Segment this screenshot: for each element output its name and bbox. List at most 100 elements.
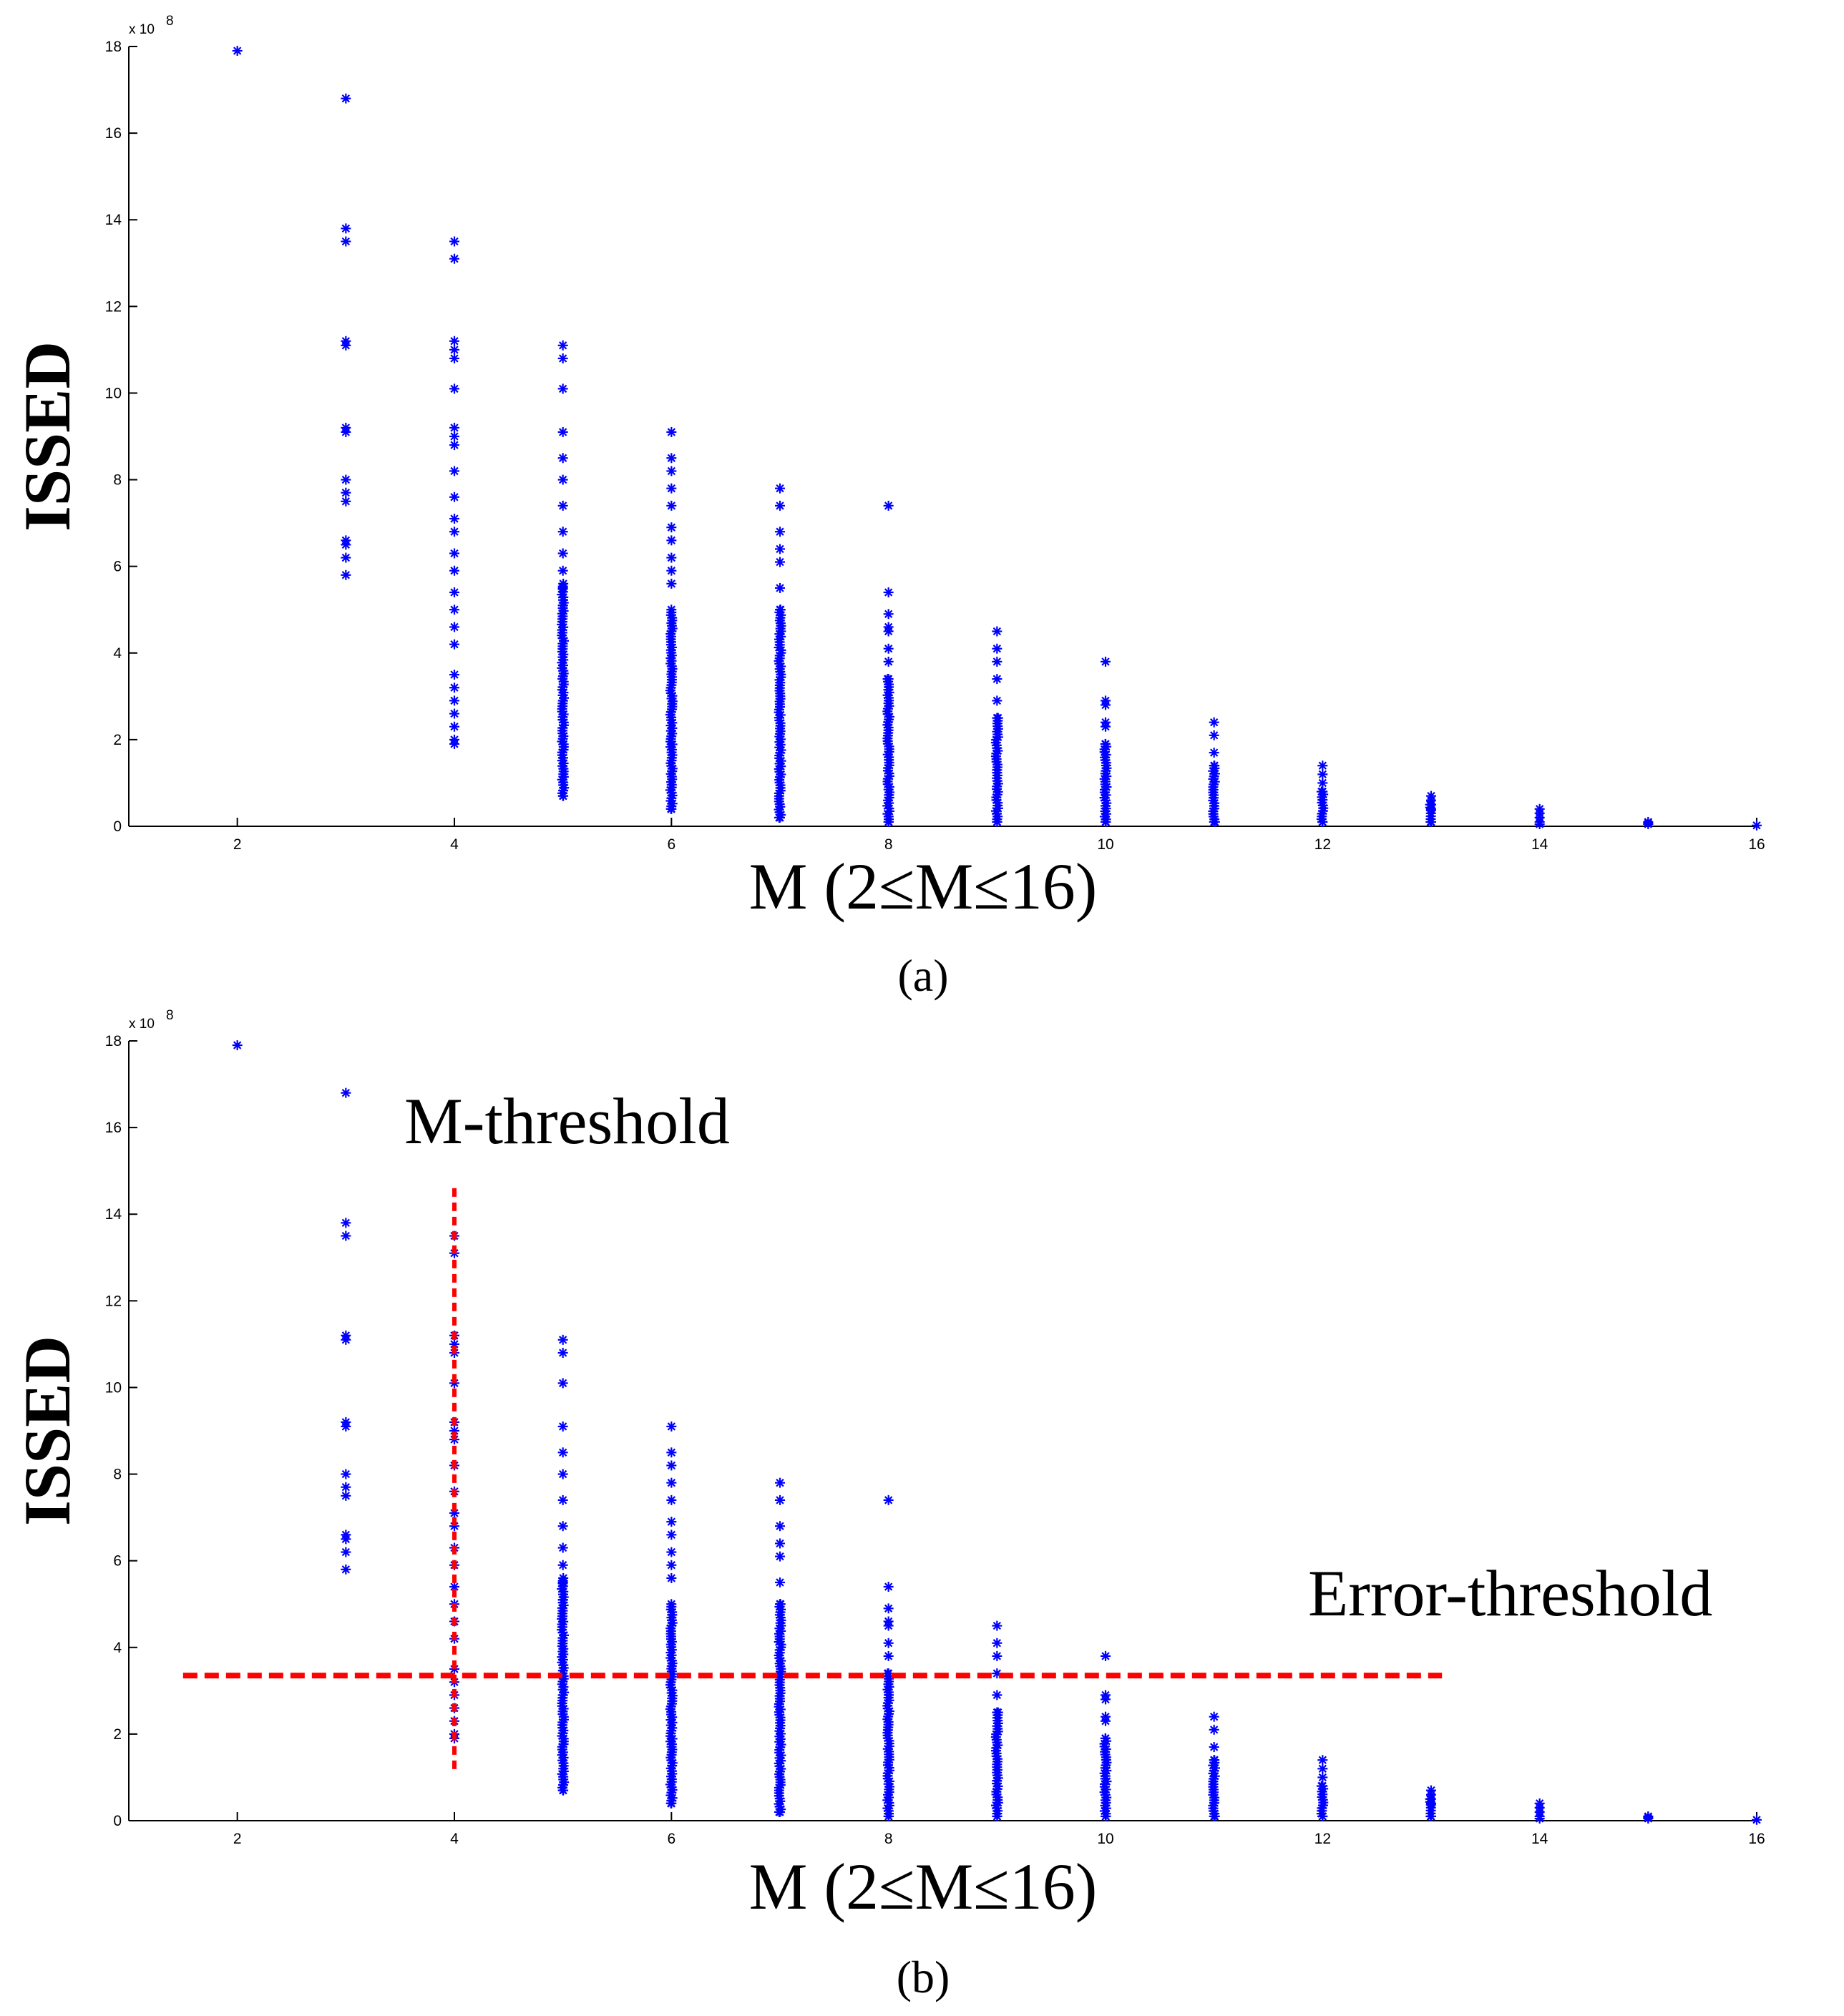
- data-point: [1209, 760, 1220, 771]
- data-point: [449, 738, 459, 749]
- marker-stroke: [667, 1448, 676, 1457]
- data-point: [1101, 721, 1111, 732]
- marker-stroke: [450, 1522, 459, 1530]
- data-point: [449, 1378, 459, 1389]
- marker-stroke: [883, 1669, 892, 1678]
- marker-stroke: [450, 337, 459, 346]
- marker-stroke: [341, 1565, 351, 1574]
- data-point: [883, 643, 894, 654]
- marker-stroke: [1318, 761, 1327, 770]
- marker-stroke: [558, 1448, 567, 1457]
- marker-stroke: [341, 94, 351, 103]
- marker-stroke: [884, 1496, 893, 1504]
- data-point: [882, 1668, 893, 1679]
- marker-stroke: [667, 428, 676, 436]
- marker-stroke: [1318, 778, 1327, 788]
- marker-stroke: [558, 1496, 567, 1504]
- marker-stroke: [1101, 740, 1110, 748]
- data-point: [1101, 700, 1111, 710]
- marker-stroke: [558, 354, 567, 363]
- y-tick-label: 4: [113, 1640, 122, 1656]
- data-point: [775, 582, 785, 593]
- marker-stroke: [341, 224, 351, 233]
- data-point: [1425, 799, 1435, 810]
- marker-stroke: [558, 1422, 567, 1431]
- data-point: [992, 695, 1003, 706]
- marker-stroke: [776, 544, 784, 554]
- marker-stroke: [667, 1496, 676, 1504]
- marker-stroke: [450, 1582, 459, 1591]
- marker-stroke: [1209, 718, 1219, 727]
- data-point: [775, 605, 786, 615]
- data-point: [341, 223, 351, 234]
- data-point: [1209, 1724, 1219, 1735]
- data-point: [557, 1494, 568, 1505]
- y-tick-label: 18: [105, 1033, 122, 1049]
- data-point: [449, 431, 459, 441]
- data-point: [557, 474, 568, 485]
- data-point: [666, 466, 677, 476]
- marker-stroke: [341, 1492, 351, 1500]
- marker-stroke: [992, 1652, 1002, 1660]
- marker-stroke: [1209, 731, 1219, 740]
- data-point: [341, 1490, 351, 1501]
- data-point: [449, 466, 459, 476]
- data-point: [775, 527, 785, 537]
- marker-stroke: [776, 527, 784, 536]
- marker-stroke: [667, 484, 676, 493]
- data-point: [341, 1218, 351, 1228]
- marker-stroke: [450, 696, 459, 705]
- data-point: [449, 721, 459, 732]
- data-point: [666, 535, 677, 546]
- marker-stroke: [341, 1547, 351, 1557]
- data-point: [666, 1460, 677, 1471]
- data-point: [341, 1087, 351, 1098]
- data-point: [1209, 1711, 1219, 1722]
- marker-stroke: [450, 441, 459, 449]
- marker-stroke: [667, 536, 676, 545]
- data-point: [1643, 818, 1654, 829]
- data-point: [341, 1547, 351, 1557]
- y-tick-label: 14: [105, 212, 122, 228]
- marker-stroke: [667, 567, 676, 575]
- marker-stroke: [558, 1469, 567, 1479]
- x-tick-label: 4: [450, 836, 459, 853]
- marker-stroke: [992, 1621, 1002, 1630]
- data-point: [449, 639, 459, 650]
- marker-stroke: [994, 1708, 1003, 1717]
- marker-stroke: [884, 588, 893, 597]
- data-point: [992, 1638, 1003, 1648]
- data-point: [557, 1378, 568, 1389]
- y-tick-label: 16: [105, 125, 122, 142]
- marker-stroke: [341, 553, 351, 562]
- data-point: [775, 483, 785, 494]
- marker-stroke: [450, 493, 459, 501]
- panel-label: (b): [897, 1952, 950, 2002]
- data-point: [666, 1530, 677, 1540]
- data-point: [557, 565, 568, 576]
- y-tick-label: 14: [105, 1206, 122, 1223]
- marker-stroke: [558, 1379, 567, 1388]
- data-point: [666, 1572, 677, 1583]
- data-point: [449, 622, 459, 632]
- data-point: [341, 340, 351, 351]
- marker-stroke: [233, 47, 242, 55]
- data-point: [557, 527, 568, 537]
- marker-stroke: [558, 1336, 567, 1344]
- y-exponent-power: 8: [166, 14, 174, 29]
- data-point: [557, 383, 568, 394]
- marker-stroke: [233, 1041, 242, 1049]
- data-point: [666, 565, 677, 576]
- data-point: [883, 656, 894, 667]
- data-point: [882, 674, 893, 685]
- marker-stroke: [558, 1349, 567, 1357]
- marker-stroke: [450, 1509, 459, 1517]
- marker-stroke: [1101, 1652, 1110, 1660]
- marker-stroke: [667, 579, 676, 588]
- marker-stroke: [450, 740, 459, 748]
- data-point: [883, 609, 894, 620]
- marker-stroke: [1209, 1712, 1219, 1721]
- marker-stroke: [884, 627, 893, 636]
